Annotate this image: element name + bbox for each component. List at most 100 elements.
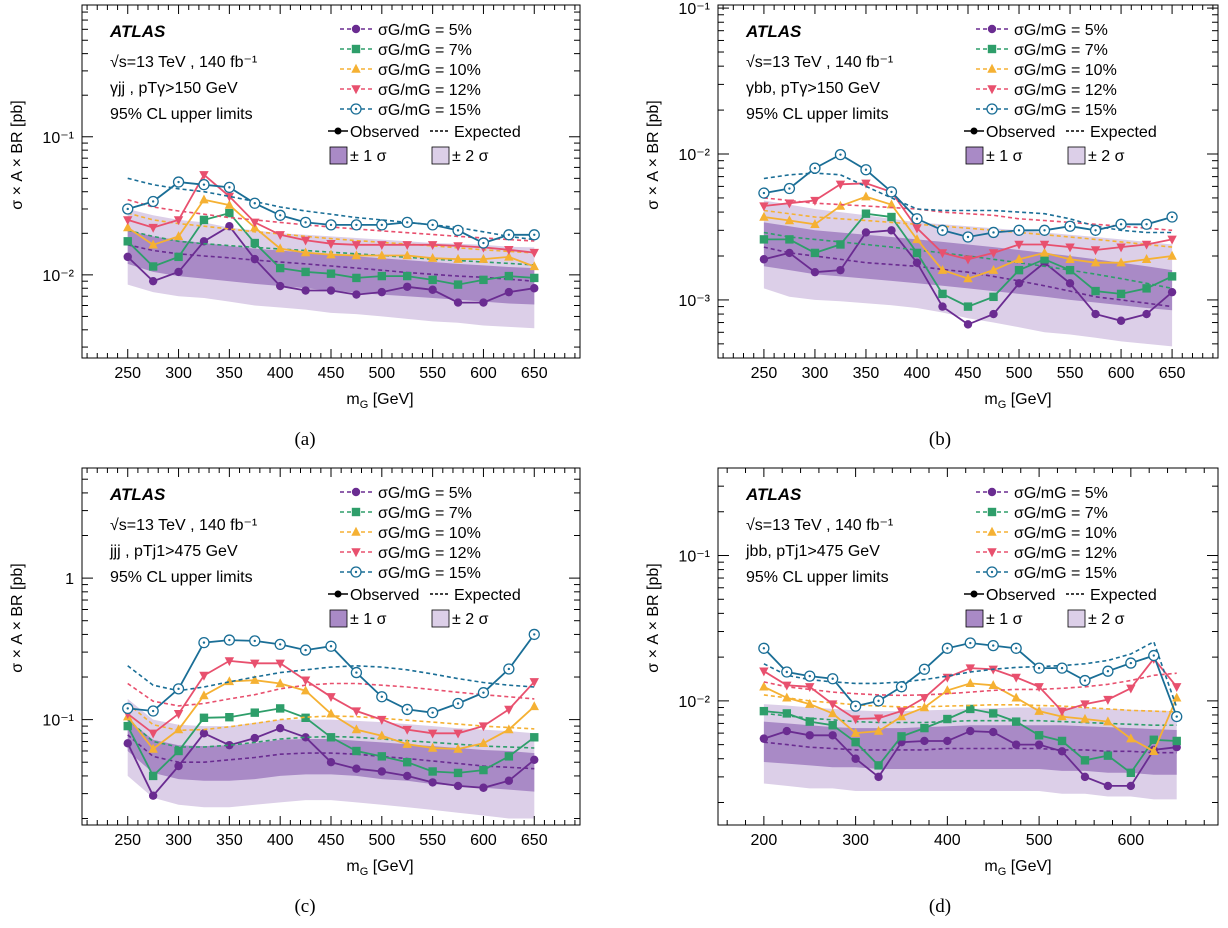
x-tick-label: 300 bbox=[165, 365, 192, 382]
y-tick-label: 10⁻³ bbox=[678, 293, 710, 310]
data-point bbox=[836, 240, 845, 249]
data-point bbox=[963, 273, 973, 283]
data-point bbox=[1034, 740, 1044, 749]
data-point bbox=[1034, 683, 1044, 692]
data-point bbox=[377, 730, 387, 740]
x-tick-label: 300 bbox=[165, 832, 192, 849]
data-point-dot bbox=[278, 214, 282, 217]
data-point bbox=[1057, 707, 1067, 717]
data-point bbox=[920, 736, 929, 746]
series-4 bbox=[758, 637, 1183, 723]
data-point bbox=[529, 248, 539, 258]
data-point bbox=[403, 282, 412, 291]
data-point bbox=[759, 202, 769, 212]
data-point bbox=[782, 709, 792, 718]
data-point bbox=[1091, 286, 1100, 296]
y-tick-label: 1 bbox=[65, 571, 74, 588]
data-point-dot bbox=[923, 668, 926, 671]
legend-label: σG/mG = 5% bbox=[1014, 485, 1108, 502]
data-point bbox=[887, 226, 896, 235]
data-point-dot bbox=[1145, 223, 1148, 226]
data-point bbox=[1116, 316, 1126, 325]
data-point bbox=[887, 212, 896, 222]
data-point-dot bbox=[877, 699, 880, 703]
atlas-label: ATLAS bbox=[109, 485, 166, 504]
legend-observed-marker bbox=[970, 590, 978, 598]
data-point bbox=[148, 276, 158, 286]
data-point bbox=[1167, 235, 1177, 245]
data-point bbox=[1167, 250, 1177, 260]
data-point-dot bbox=[1068, 225, 1072, 228]
data-point bbox=[250, 254, 259, 264]
data-point bbox=[966, 726, 975, 736]
data-point bbox=[301, 267, 310, 277]
data-point bbox=[850, 727, 861, 737]
data-point bbox=[784, 199, 795, 209]
data-point bbox=[759, 211, 769, 221]
data-point bbox=[1065, 279, 1075, 288]
legend-label: σG/mG = 7% bbox=[378, 505, 472, 522]
data-point-dot bbox=[1043, 229, 1046, 232]
data-point bbox=[1126, 684, 1136, 694]
data-point-dot bbox=[864, 168, 868, 171]
data-point bbox=[1065, 243, 1075, 253]
data-point bbox=[250, 708, 259, 717]
data-point bbox=[785, 248, 794, 258]
data-point bbox=[1090, 246, 1101, 256]
legend-label: σG/mG = 12% bbox=[378, 545, 481, 562]
data-point bbox=[377, 767, 387, 776]
legend-label: σG/mG = 10% bbox=[1014, 62, 1117, 79]
data-point bbox=[352, 746, 361, 756]
data-point bbox=[861, 179, 871, 189]
data-point bbox=[1142, 284, 1151, 293]
data-point bbox=[427, 729, 438, 739]
x-axis-label: mG [GeV] bbox=[346, 391, 413, 411]
data-point bbox=[805, 698, 815, 708]
data-point bbox=[224, 657, 235, 667]
data-point bbox=[1057, 747, 1067, 756]
data-point bbox=[326, 249, 336, 259]
data-point bbox=[1011, 740, 1021, 749]
data-point bbox=[275, 704, 285, 713]
y-tick-label: 10⁻¹ bbox=[42, 713, 74, 730]
data-point bbox=[989, 727, 998, 737]
data-point bbox=[805, 717, 814, 726]
data-point bbox=[173, 710, 184, 719]
expected-line-0 bbox=[127, 734, 535, 770]
data-point-dot bbox=[1129, 661, 1133, 665]
legend-band1-swatch bbox=[965, 609, 984, 628]
data-point bbox=[504, 752, 514, 761]
data-point bbox=[988, 249, 999, 259]
plot-area bbox=[122, 171, 540, 329]
data-point bbox=[759, 734, 769, 743]
data-point bbox=[785, 235, 794, 244]
data-point bbox=[225, 713, 234, 722]
data-point-dot bbox=[808, 674, 811, 678]
data-point bbox=[1103, 781, 1113, 791]
data-point bbox=[428, 285, 437, 294]
data-point bbox=[919, 702, 930, 712]
data-point bbox=[943, 714, 952, 724]
x-tick-label: 400 bbox=[267, 832, 294, 849]
legend-label: σG/mG = 7% bbox=[1014, 505, 1108, 522]
legend-label: σG/mG = 12% bbox=[1014, 82, 1117, 99]
legend-label: σG/mG = 5% bbox=[1014, 22, 1108, 39]
data-point-dot bbox=[839, 153, 842, 156]
data-point-dot bbox=[831, 677, 834, 680]
legend-observed-label: Observed bbox=[350, 124, 419, 141]
band-1sigma bbox=[763, 222, 1173, 311]
legend-marker bbox=[987, 85, 997, 95]
data-point bbox=[873, 714, 884, 724]
legend-label: σG/mG = 15% bbox=[1014, 565, 1117, 582]
data-point-dot bbox=[228, 186, 231, 189]
data-point bbox=[873, 725, 884, 735]
info-line: √s=13 TeV , 140 fb⁻¹ bbox=[110, 54, 257, 71]
series-2 bbox=[759, 191, 1177, 283]
data-point bbox=[504, 705, 514, 715]
x-tick-label: 600 bbox=[470, 832, 497, 849]
x-tick-label: 200 bbox=[751, 832, 778, 849]
x-tick-label: 450 bbox=[318, 365, 345, 382]
data-point bbox=[963, 302, 973, 311]
legend-expected-label: Expected bbox=[1090, 587, 1157, 604]
data-point-dot bbox=[202, 183, 206, 186]
